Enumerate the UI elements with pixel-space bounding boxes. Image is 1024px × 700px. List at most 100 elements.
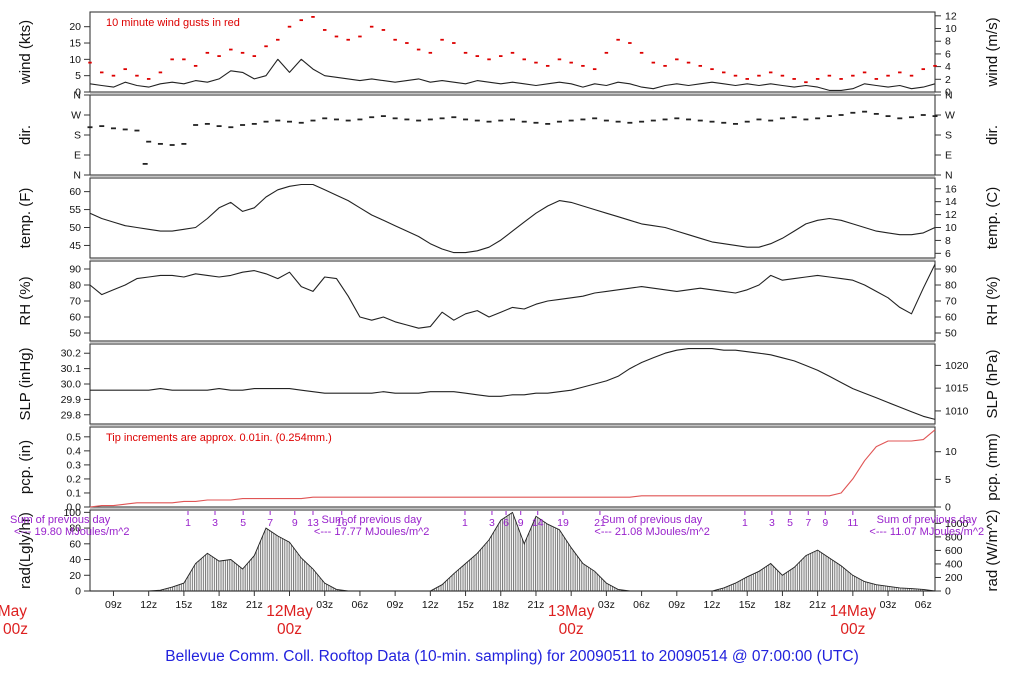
ytick-left-rad: 80 bbox=[69, 523, 81, 535]
day-label-z: 00z bbox=[277, 621, 302, 638]
ylabel-left-pcp: pcp. (in) bbox=[17, 440, 34, 494]
rad-milestone: 3 bbox=[212, 517, 218, 529]
ytick-right-temp: 12 bbox=[945, 209, 957, 221]
rad-milestone: 19 bbox=[557, 517, 569, 529]
rad-sum-label: Sum of previous day bbox=[602, 514, 703, 526]
series-line-rh bbox=[89, 263, 936, 329]
ytick-right-slp: 1020 bbox=[945, 360, 969, 372]
ytick-left-temp: 60 bbox=[69, 186, 81, 198]
ytick-right-pcp: 10 bbox=[945, 446, 957, 458]
ytick-left-pcp: 0.0 bbox=[66, 502, 81, 514]
xtick-label: 21z bbox=[809, 599, 826, 611]
ytick-left-slp: 30.2 bbox=[61, 348, 82, 360]
ytick-left-slp: 30.0 bbox=[61, 379, 82, 391]
ytick-left-rad: 60 bbox=[69, 538, 81, 550]
rad-milestone: 7 bbox=[805, 517, 811, 529]
rad-sum-label: Sum of previous day bbox=[10, 514, 111, 526]
ytick-left-dir: E bbox=[74, 150, 81, 162]
rad-sum-label: Sum of previous day bbox=[322, 514, 423, 526]
ytick-left-pcp: 0.2 bbox=[66, 473, 81, 485]
ytick-right-slp: 1010 bbox=[945, 405, 969, 417]
ytick-right-dir: S bbox=[945, 130, 952, 142]
ytick-right-rad: 400 bbox=[945, 558, 963, 570]
xtick-label: 09z bbox=[387, 599, 404, 611]
ytick-left-slp: 29.9 bbox=[61, 394, 82, 406]
ytick-right-temp: 8 bbox=[945, 235, 951, 247]
ytick-right-rad: 200 bbox=[945, 572, 963, 584]
rad-milestone: 14 bbox=[532, 517, 544, 529]
rad-milestone: 6 bbox=[503, 517, 509, 529]
ylabel-right-wind: wind (m/s) bbox=[984, 17, 1001, 87]
ylabel-left-rad: rad(Lgly/hr) bbox=[17, 512, 34, 589]
ytick-left-wind: 20 bbox=[69, 21, 81, 33]
series-area-rad bbox=[90, 511, 936, 592]
ytick-right-rad: 800 bbox=[945, 531, 963, 543]
rad-milestone: 21 bbox=[594, 517, 606, 529]
day-label-z: 00z bbox=[840, 621, 865, 638]
xtick-label: 06z bbox=[633, 599, 650, 611]
rad-milestone: 1 bbox=[185, 517, 191, 529]
rad-sum-value: <--- 11.07 MJoules/m^2 bbox=[869, 526, 984, 538]
ytick-right-rh: 50 bbox=[945, 328, 957, 340]
ytick-left-wind: 5 bbox=[75, 70, 81, 82]
ylabel-right-slp: SLP (hPa) bbox=[984, 350, 1001, 419]
xtick-label: 03z bbox=[598, 599, 615, 611]
rad-sum-label: Sum of previous day bbox=[877, 514, 978, 526]
ytick-right-pcp: 0 bbox=[945, 502, 951, 514]
panel-pcp: 0.0 0.1 0.2 0.3 0.4 0.5 0 5 10 pcp. (in) pcp. (mm)… bbox=[17, 426, 1001, 514]
xtick-label: 15z bbox=[739, 599, 756, 611]
xtick-label: 12z bbox=[704, 599, 721, 611]
ytick-right-wind: 2 bbox=[945, 74, 951, 86]
ylabel-right-rh: RH (%) bbox=[984, 276, 1001, 325]
ylabel-right-pcp: pcp. (mm) bbox=[984, 433, 1001, 501]
rad-sum-value: <--- 17.77 MJoules/m^2 bbox=[314, 526, 430, 538]
ytick-right-wind: 4 bbox=[945, 61, 951, 73]
rad-milestone: 9 bbox=[292, 517, 298, 529]
rad-milestone: 1 bbox=[742, 517, 748, 529]
ytick-right-pcp: 5 bbox=[945, 474, 951, 486]
ytick-right-temp: 10 bbox=[945, 222, 957, 234]
ytick-right-rad: 600 bbox=[945, 545, 963, 557]
rad-milestone: 3 bbox=[489, 517, 495, 529]
xtick-label: 03z bbox=[880, 599, 897, 611]
xtick-label: 15z bbox=[175, 599, 192, 611]
day-label: 12May bbox=[266, 603, 313, 620]
ytick-left-rad: 40 bbox=[69, 554, 81, 566]
ylabel-left-rh: RH (%) bbox=[17, 276, 34, 325]
panel-rad: 02040608010002004006008001000rad(Lgly/hr… bbox=[10, 507, 1001, 598]
ytick-right-temp: 6 bbox=[945, 248, 951, 260]
ytick-left-rad: 0 bbox=[75, 586, 81, 598]
rad-milestone: 7 bbox=[267, 517, 273, 529]
ytick-left-pcp: 0.4 bbox=[66, 445, 81, 457]
ytick-right-wind: 8 bbox=[945, 36, 951, 48]
xtick-label: 21z bbox=[528, 599, 545, 611]
day-label-clipped-z: 00z bbox=[3, 621, 28, 638]
panel-slp: 29.8 29.9 30.0 30.1 30.2 1010 1015 1020 SLP (inH… bbox=[17, 343, 1001, 425]
ytick-left-dir: S bbox=[74, 130, 81, 142]
series-line-pcp bbox=[89, 429, 936, 508]
ytick-left-dir: N bbox=[73, 90, 81, 102]
ytick-right-rad: 0 bbox=[945, 586, 951, 598]
xtick-label: 18z bbox=[774, 599, 791, 611]
day-label: 13May bbox=[548, 603, 595, 620]
ytick-right-wind: 10 bbox=[945, 23, 957, 35]
ytick-left-rh: 80 bbox=[69, 280, 81, 292]
ytick-right-dir: N bbox=[945, 170, 953, 182]
ytick-left-slp: 29.8 bbox=[61, 409, 82, 421]
series-line-wind bbox=[89, 58, 936, 91]
ytick-left-dir: N bbox=[73, 170, 81, 182]
ylabel-right-dir: dir. bbox=[984, 125, 1001, 145]
xtick-label: 12z bbox=[140, 599, 157, 611]
rad-milestone: 9 bbox=[822, 517, 828, 529]
ytick-left-rad: 100 bbox=[63, 507, 81, 519]
ytick-left-pcp: 0.3 bbox=[66, 459, 81, 471]
rad-milestone: 11 bbox=[847, 517, 858, 529]
ytick-right-temp: 16 bbox=[945, 183, 957, 195]
xtick-label: 03z bbox=[316, 599, 333, 611]
ytick-left-pcp: 0.5 bbox=[66, 431, 81, 443]
ytick-left-rad: 20 bbox=[69, 570, 81, 582]
ytick-left-wind: 10 bbox=[69, 54, 81, 66]
